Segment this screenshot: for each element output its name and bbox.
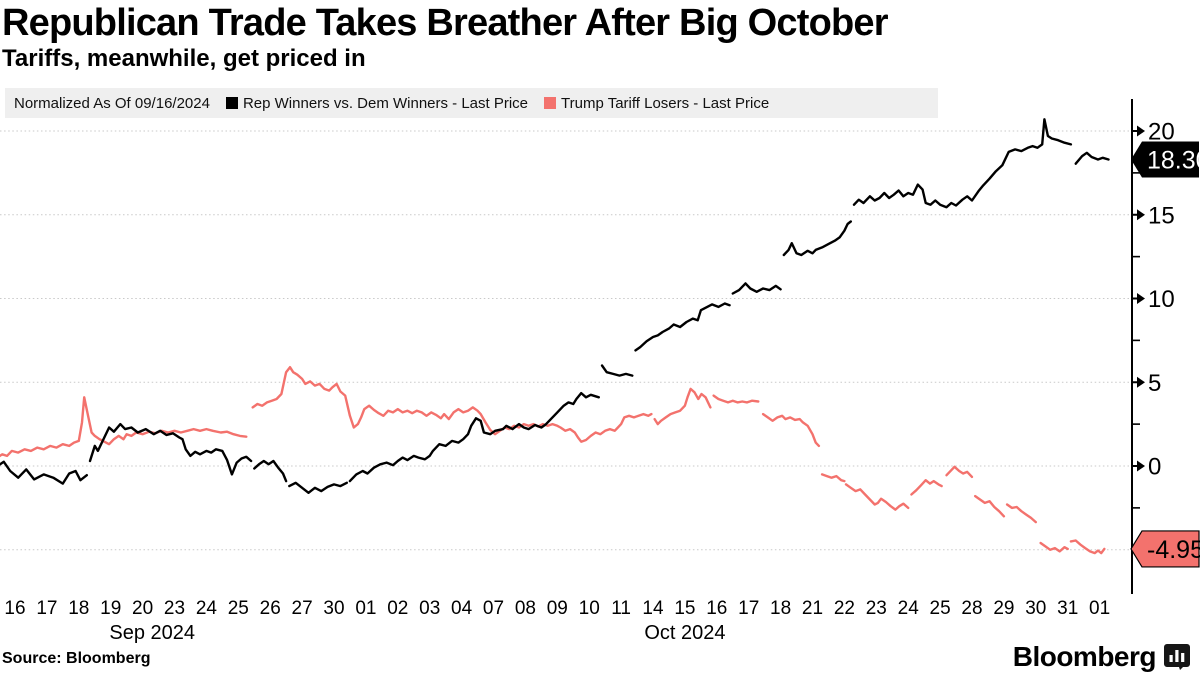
series-line-tariff-losers [712, 394, 760, 404]
x-tick-label: 18 [68, 598, 89, 619]
series-line-rep-winners [1074, 151, 1110, 165]
y-tick-label: 20 [1148, 119, 1175, 146]
series-line-tariff-losers [910, 479, 943, 496]
legend-item-label: Rep Winners vs. Dem Winners - Last Price [242, 94, 529, 112]
y-tick-arrow-icon [1137, 460, 1145, 472]
x-tick-label: 30 [323, 598, 344, 619]
series-line-rep-winners [88, 422, 253, 476]
y-tick-arrow-icon [1137, 376, 1145, 388]
x-tick-label: 30 [1025, 598, 1046, 619]
y-tick-arrow-icon [1137, 209, 1145, 221]
series-line-rep-winners [253, 459, 288, 483]
x-tick-label: 21 [802, 598, 823, 619]
series-line-tariff-losers [945, 465, 974, 479]
legend-normalized-label: Normalized As Of 09/16/2024 [14, 94, 210, 112]
bloomberg-bars-icon [1164, 644, 1190, 670]
x-tick-label: 24 [196, 598, 218, 619]
legend-item-label: Trump Tariff Losers - Last Price [561, 94, 770, 112]
x-tick-label: 15 [674, 598, 695, 619]
x-tick-label: 31 [1057, 598, 1078, 619]
x-tick-label: 27 [292, 598, 313, 619]
bloomberg-logo: Bloomberg [1013, 641, 1190, 673]
series-line-tariff-losers [820, 473, 846, 483]
x-tick-label: 24 [898, 598, 920, 619]
series-line-tariff-losers [974, 494, 1006, 518]
last-price-badge [1130, 530, 1200, 568]
series-line-tariff-losers [653, 387, 712, 426]
bloomberg-wordmark: Bloomberg [1012, 641, 1157, 672]
x-tick-label: 28 [961, 598, 982, 619]
series-line-rep-winners [782, 220, 852, 257]
x-tick-label: 25 [930, 598, 951, 619]
y-tick-label: 5 [1148, 370, 1161, 397]
x-tick-label: 20 [132, 598, 153, 619]
x-tick-label: 07 [483, 598, 504, 619]
series-line-rep-winners [731, 282, 782, 295]
x-tick-label: 08 [515, 598, 536, 619]
x-tick-label: 11 [611, 598, 631, 619]
tariff-losers-swatch-icon [544, 97, 557, 109]
series-line-rep-winners [600, 364, 634, 377]
y-tick-arrow-icon [1137, 293, 1145, 304]
last-price-badge [1131, 141, 1199, 178]
x-tick-label: 01 [1089, 598, 1110, 619]
last-price-label: 18.30 [1147, 146, 1200, 174]
x-tick-label: 10 [579, 598, 600, 619]
x-tick-label: 26 [260, 598, 281, 619]
x-tick-label: 09 [547, 598, 568, 619]
y-tick-label: 15 [1148, 202, 1175, 229]
x-tick-label: 02 [387, 598, 408, 619]
x-tick-label: 01 [355, 598, 376, 619]
series-line-tariff-losers [1005, 503, 1038, 524]
x-month-label: Sep 2024 [109, 622, 195, 644]
x-tick-label: 22 [834, 598, 855, 619]
x-month-label: Oct 2024 [644, 622, 725, 644]
x-tick-label: 23 [164, 598, 185, 619]
series-line-rep-winners [0, 460, 89, 485]
x-tick-label: 18 [770, 598, 791, 619]
series-line-tariff-losers [0, 396, 248, 458]
x-tick-label: 25 [228, 598, 249, 619]
x-tick-label: 29 [993, 598, 1014, 619]
y-tick-arrow-icon [1137, 125, 1145, 137]
page-title: Republican Trade Takes Breather After Bi… [2, 2, 889, 44]
last-price-label: -4.95 [1147, 536, 1200, 564]
series-line-rep-winners [852, 118, 1073, 209]
series-line-tariff-losers [844, 483, 910, 511]
x-tick-label: 03 [419, 598, 440, 619]
series-line-tariff-losers [761, 412, 821, 448]
legend: Normalized As Of 09/16/2024 Rep Winners … [5, 88, 938, 118]
x-tick-label: 17 [738, 598, 759, 619]
x-tick-label: 04 [451, 598, 473, 619]
series-line-tariff-losers [1039, 541, 1069, 553]
legend-item-tariff-losers: Trump Tariff Losers - Last Price [544, 95, 769, 112]
series-line-rep-winners [288, 481, 348, 494]
series-line-tariff-losers [251, 366, 653, 443]
x-tick-label: 14 [642, 598, 664, 619]
series-line-rep-winners [348, 391, 600, 483]
source-label: Source: Bloomberg [2, 650, 151, 667]
y-tick-label: 0 [1148, 454, 1161, 481]
page-subtitle: Tariffs, meanwhile, get priced in [2, 45, 366, 72]
series-line-tariff-losers [1069, 539, 1106, 555]
x-tick-label: 17 [36, 598, 57, 619]
rep-winners-swatch-icon [225, 97, 238, 109]
legend-item-rep-winners: Rep Winners vs. Dem Winners - Last Price [225, 94, 529, 112]
x-tick-label: 23 [866, 598, 887, 619]
x-tick-label: 16 [706, 598, 727, 619]
x-tick-label: 16 [4, 598, 25, 619]
y-tick-label: 10 [1148, 286, 1175, 313]
x-tick-label: 19 [100, 598, 121, 619]
series-line-rep-winners [634, 302, 731, 352]
